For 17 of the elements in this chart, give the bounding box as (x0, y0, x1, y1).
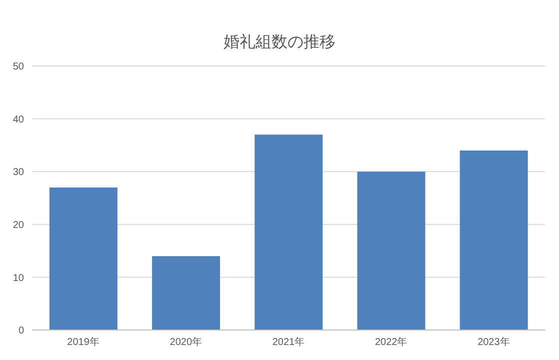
bar (152, 256, 220, 330)
y-tick-label: 50 (12, 62, 24, 73)
y-tick-label: 20 (12, 220, 24, 231)
x-tick-label: 2022年 (374, 336, 408, 348)
y-tick-label: 30 (12, 167, 24, 178)
chart-title: 婚礼組数の推移 (222, 32, 336, 53)
bar (460, 150, 528, 330)
x-tick-label: 2021年 (272, 336, 305, 348)
x-tick-label: 2019年 (67, 336, 100, 348)
x-tick-label: 2023年 (478, 336, 510, 348)
y-tick-label: 0 (18, 326, 24, 337)
bar (357, 172, 426, 330)
bar (254, 134, 323, 330)
y-tick-label: 10 (12, 272, 24, 284)
bar (49, 187, 118, 330)
y-tick-label: 40 (12, 114, 24, 126)
x-tick-label: 2020年 (170, 336, 202, 348)
